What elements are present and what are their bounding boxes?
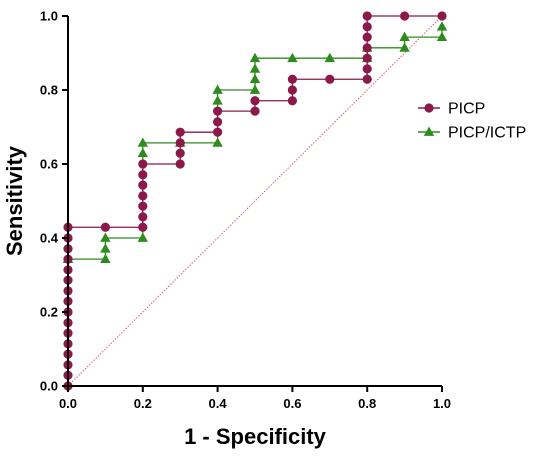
ticks-layer: 0.0 0.2 0.4 0.6 0.8 1.0 0.0 0.2 0.4 0.6 0.8 1.0 bbox=[40, 9, 451, 412]
data-point-picp-ictp bbox=[436, 31, 448, 41]
data-point-picp-ictp bbox=[249, 52, 261, 63]
y-tick-label: 0.8 bbox=[40, 83, 58, 98]
data-point-picp bbox=[362, 43, 372, 53]
data-point-picp bbox=[138, 222, 148, 232]
data-point-picp bbox=[250, 106, 260, 116]
data-point-picp bbox=[437, 11, 447, 21]
y-tick-label: 0.0 bbox=[40, 379, 58, 394]
reference-diagonal-line bbox=[67, 15, 443, 387]
legend-item-picp: PICP bbox=[418, 101, 485, 118]
data-point-picp-ictp bbox=[212, 95, 223, 105]
x-tick-label: 0.8 bbox=[358, 396, 376, 411]
data-point-picp-ictp bbox=[100, 243, 111, 253]
data-point-picp bbox=[138, 191, 148, 201]
data-point-picp bbox=[213, 106, 223, 116]
x-tick-label: 0.6 bbox=[283, 396, 301, 411]
y-tick-label: 0.6 bbox=[40, 157, 58, 172]
data-point-picp bbox=[250, 96, 260, 106]
data-point-picp-ictp bbox=[436, 21, 448, 31]
data-point-picp-ictp bbox=[137, 232, 148, 242]
data-point-picp bbox=[362, 74, 372, 84]
legend-marker-picp-ictp bbox=[423, 126, 435, 136]
data-point-picp bbox=[362, 32, 372, 42]
data-point-picp bbox=[100, 222, 110, 232]
data-point-picp bbox=[362, 53, 372, 63]
data-point-picp bbox=[287, 85, 297, 95]
data-point-picp bbox=[362, 11, 372, 21]
x-tick-label: 0.0 bbox=[59, 396, 77, 411]
axes-layer bbox=[64, 16, 442, 390]
data-point-picp bbox=[175, 127, 185, 137]
y-axis-title: Sensitivity bbox=[2, 145, 27, 256]
data-point-picp bbox=[138, 180, 148, 190]
data-point-picp-ictp bbox=[100, 232, 111, 242]
data-point-picp-ictp bbox=[212, 84, 223, 94]
data-point-picp-ictp bbox=[249, 63, 261, 73]
data-point-picp bbox=[362, 22, 372, 32]
data-point-picp bbox=[175, 148, 185, 158]
data-point-picp-ictp bbox=[249, 73, 261, 84]
series-layer bbox=[62, 11, 448, 391]
x-tick-label: 0.2 bbox=[134, 396, 152, 411]
legend-label-picp: PICP bbox=[448, 101, 485, 118]
data-point-picp bbox=[287, 96, 297, 106]
x-tick-label: 0.4 bbox=[209, 396, 228, 411]
data-point-picp-ictp bbox=[287, 52, 298, 63]
reference-line-layer bbox=[67, 15, 443, 387]
data-point-picp bbox=[362, 64, 372, 74]
legend-marker-shape-picp-ictp bbox=[423, 126, 435, 136]
data-point-picp bbox=[138, 201, 148, 211]
data-point-picp-ictp bbox=[399, 31, 410, 41]
data-point-picp bbox=[175, 159, 185, 169]
x-axis-title: 1 - Specificity bbox=[184, 424, 327, 449]
data-point-picp bbox=[138, 212, 148, 222]
legend-item-picp-ictp: PICP/ICTP bbox=[418, 125, 526, 142]
data-point-picp-ictp bbox=[324, 52, 335, 63]
y-tick-label: 0.4 bbox=[40, 231, 59, 246]
data-point-picp bbox=[213, 127, 223, 137]
y-tick-label: 0.2 bbox=[40, 305, 58, 320]
legend-marker-shape-picp bbox=[424, 103, 434, 113]
data-point-picp bbox=[138, 170, 148, 180]
series-picp-ictp bbox=[62, 21, 448, 263]
y-tick-label: 1.0 bbox=[40, 9, 58, 24]
data-point-picp-ictp bbox=[137, 137, 148, 147]
data-point-picp-ictp bbox=[100, 253, 111, 263]
data-point-picp bbox=[175, 138, 185, 148]
data-point-picp bbox=[213, 117, 223, 127]
data-point-picp bbox=[325, 74, 335, 84]
data-point-picp bbox=[287, 74, 297, 84]
x-tick-label: 1.0 bbox=[433, 396, 451, 411]
data-point-picp bbox=[138, 159, 148, 169]
data-point-picp bbox=[400, 11, 410, 21]
legend-marker-picp bbox=[424, 103, 434, 113]
data-point-picp-ictp bbox=[249, 84, 261, 94]
data-point-picp-ictp bbox=[137, 147, 148, 158]
data-point-picp-ictp bbox=[212, 137, 223, 147]
legend: PICP PICP/ICTP bbox=[418, 101, 526, 142]
legend-label-picp-ictp: PICP/ICTP bbox=[448, 125, 526, 142]
data-point-picp-ictp bbox=[399, 42, 410, 52]
